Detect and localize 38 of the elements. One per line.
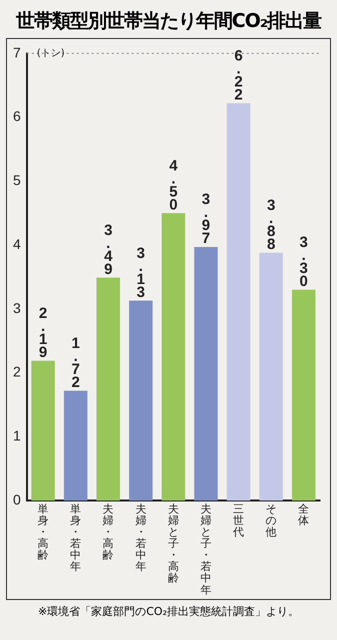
x-tick-label: 夫婦・高齢 [102,502,114,562]
y-tick-label: 3 [12,300,21,316]
chart-title: 世帯類型別世帯当たり年間CO₂排出量 [14,9,322,34]
y-tick-label: 2 [12,364,21,380]
x-tick-label: 単身・若中年 [70,503,82,574]
y-tick-label: 5 [12,172,21,188]
y-tick-label: 1 [12,428,21,444]
data-label: 3.30 [300,234,308,290]
bar [194,246,218,501]
data-label: 3.97 [202,191,210,248]
data-label: 2.19 [38,304,48,361]
data-label: 3.13 [136,244,145,301]
x-tick-label: 夫婦・若中年 [135,502,146,574]
bar [226,103,250,501]
y-tick-label: 7 [12,44,21,60]
x-tick-label: 全体 [298,503,310,527]
y-axis-title: (トン) [36,48,65,59]
data-label: 3.88 [266,196,276,253]
bar [129,300,153,501]
data-label: 3.49 [104,222,114,278]
text: ※環境省「家庭部門のCO₂排出実態統計調査」より。 [37,604,300,620]
bar [292,290,316,501]
x-tick-label: その他 [266,503,277,539]
data-label: 4.50 [169,157,178,214]
x-tick-label: 夫婦と子・若中年 [200,502,212,596]
x-tick-label: 三世代 [232,503,244,539]
bar [162,213,186,501]
y-tick-label: 6 [12,108,21,124]
y-tick-label: 4 [12,236,21,252]
bar [31,360,55,501]
data-label: 1.72 [71,334,80,391]
y-tick-label: 0 [12,491,21,508]
data-label: 6.22 [234,47,243,104]
bar [259,252,283,501]
bar [96,278,120,501]
bar [64,390,88,501]
x-tick-label: 単身・高齢 [38,503,49,562]
x-tick-label: 夫婦と子・高齢 [168,502,179,585]
